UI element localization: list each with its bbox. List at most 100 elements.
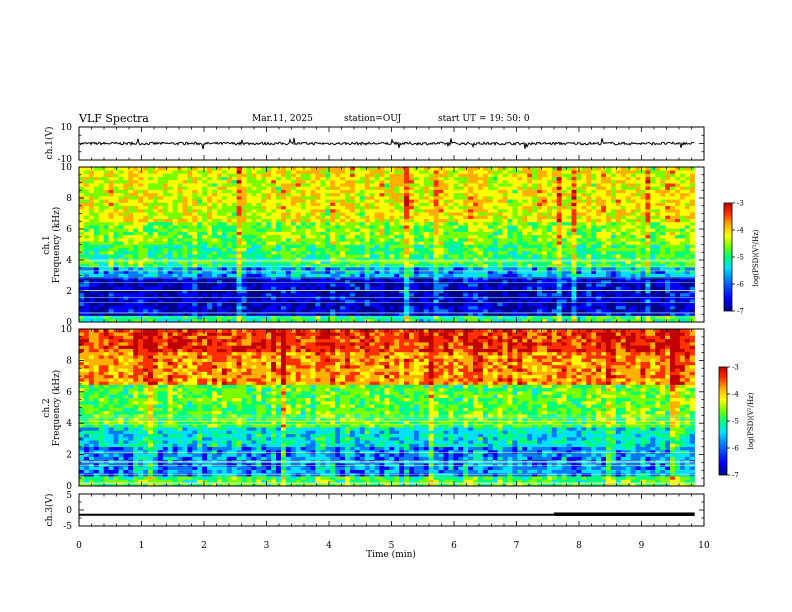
spectrogram-cell [207, 263, 213, 268]
spectrogram-cell [537, 183, 543, 187]
spectrogram-cell [492, 302, 498, 307]
spectrogram-cell [93, 250, 99, 255]
spectrogram-cell [556, 289, 562, 294]
spectrogram-cell [458, 228, 464, 232]
spectrogram-cell [251, 250, 257, 255]
spectrogram-cell [527, 312, 533, 316]
spectrogram-cell [546, 192, 553, 197]
spectrogram-cell [482, 208, 489, 213]
spectrogram-cell [522, 276, 528, 281]
spectrogram-cell [93, 170, 99, 174]
spectrogram-cell [295, 208, 301, 213]
spectrogram-cell [93, 228, 99, 232]
spectrogram-cell [507, 247, 513, 252]
spectrogram-cell [261, 283, 267, 287]
spectrogram-cell [473, 176, 479, 181]
spectrogram-cell [133, 208, 139, 213]
spectrogram-cell [128, 273, 134, 278]
spectrogram-cell [280, 260, 287, 265]
spectrogram-cell [231, 257, 237, 261]
spectrogram-cell [305, 276, 311, 281]
spectrogram-cell [532, 215, 538, 219]
spectrogram-cell [276, 228, 282, 232]
spectrogram-cell [300, 167, 306, 171]
spectrogram-cell [463, 270, 469, 274]
spectrogram-cell [537, 196, 543, 200]
spectrogram-cell [133, 270, 139, 274]
spectrogram-cell [453, 208, 459, 213]
spectrogram-cell [202, 318, 208, 323]
spectrogram-cell [280, 202, 287, 207]
spectrogram-cell [138, 286, 144, 291]
spectrogram-cell [384, 280, 390, 284]
spectrogram-cell [128, 309, 134, 313]
spectrogram-cell [413, 244, 420, 249]
spectrogram-cell [408, 280, 415, 284]
spectrogram-cell [172, 302, 178, 307]
spectrogram-cell [143, 270, 149, 274]
spectrogram-cell [103, 257, 109, 261]
spectrogram-cell [162, 318, 168, 323]
spectrogram-cell [408, 260, 415, 265]
spectrogram-cell [152, 208, 159, 213]
spectrogram-cell [123, 176, 129, 181]
spectrogram-cell [374, 199, 380, 203]
spectrogram-cell [537, 192, 543, 197]
spectrogram-cell [354, 302, 361, 307]
spectrogram-cell [571, 270, 577, 274]
spectrogram-cell [138, 241, 144, 245]
spectrogram-cell [152, 215, 159, 219]
spectrogram-cell [123, 189, 129, 194]
spectrogram-cell [221, 183, 228, 187]
spectrogram-cell [507, 292, 513, 297]
spectrogram-cell [413, 257, 420, 261]
spectrogram-cell [408, 212, 415, 216]
spectrogram-cell [374, 318, 380, 323]
spectrogram-cell [453, 299, 459, 303]
spectrogram-cell [103, 299, 109, 303]
spectrogram-cell [197, 176, 203, 181]
spectrogram-cell [271, 250, 277, 255]
spectrogram-cell [473, 280, 479, 284]
spectrogram-cell [157, 286, 164, 291]
spectrogram-cell [369, 186, 375, 190]
spectrogram-cell [537, 238, 543, 242]
spectrogram-cell [556, 192, 562, 197]
spectrogram-cell [561, 267, 567, 271]
spectrogram-cell [98, 270, 104, 274]
spectrogram-cell [133, 173, 139, 177]
spectrogram-cell [276, 276, 282, 281]
spectrogram-cell [231, 250, 237, 255]
spectrogram-cell [399, 231, 405, 236]
spectrogram-cell [404, 312, 410, 316]
spectrogram-cell [221, 299, 228, 303]
spectrogram-cell [79, 234, 85, 239]
spectrogram-cell [133, 234, 139, 239]
spectrogram-cell [236, 305, 242, 310]
spectrogram-cell [541, 238, 548, 242]
spectrogram-cell [344, 179, 351, 184]
spectrogram-cell [458, 238, 464, 242]
spectrogram-cell [310, 196, 316, 200]
spectrogram-cell [113, 192, 119, 197]
spectrogram-cell [512, 312, 518, 316]
spectrogram-cell [389, 312, 395, 316]
spectrogram-cell [374, 189, 380, 194]
spectrogram-cell [399, 228, 405, 232]
spectrogram-cell [537, 254, 543, 258]
spectrogram-cell [118, 221, 124, 226]
spectrogram-cell [315, 270, 321, 274]
spectrogram-cell [276, 192, 282, 197]
spectrogram-cell [482, 312, 489, 316]
spectrogram-cell [271, 167, 277, 171]
spectrogram-cell [251, 299, 257, 303]
spectrogram-cell [468, 286, 474, 291]
spectrogram-cell [468, 280, 474, 284]
spectrogram-cell [305, 225, 311, 229]
spectrogram-cell [517, 176, 523, 181]
spectrogram-cell [522, 244, 528, 249]
spectrogram-cell [458, 215, 464, 219]
spectrogram-cell [98, 289, 104, 294]
spectrogram-cell [88, 179, 95, 184]
spectrogram-cell [468, 192, 474, 197]
